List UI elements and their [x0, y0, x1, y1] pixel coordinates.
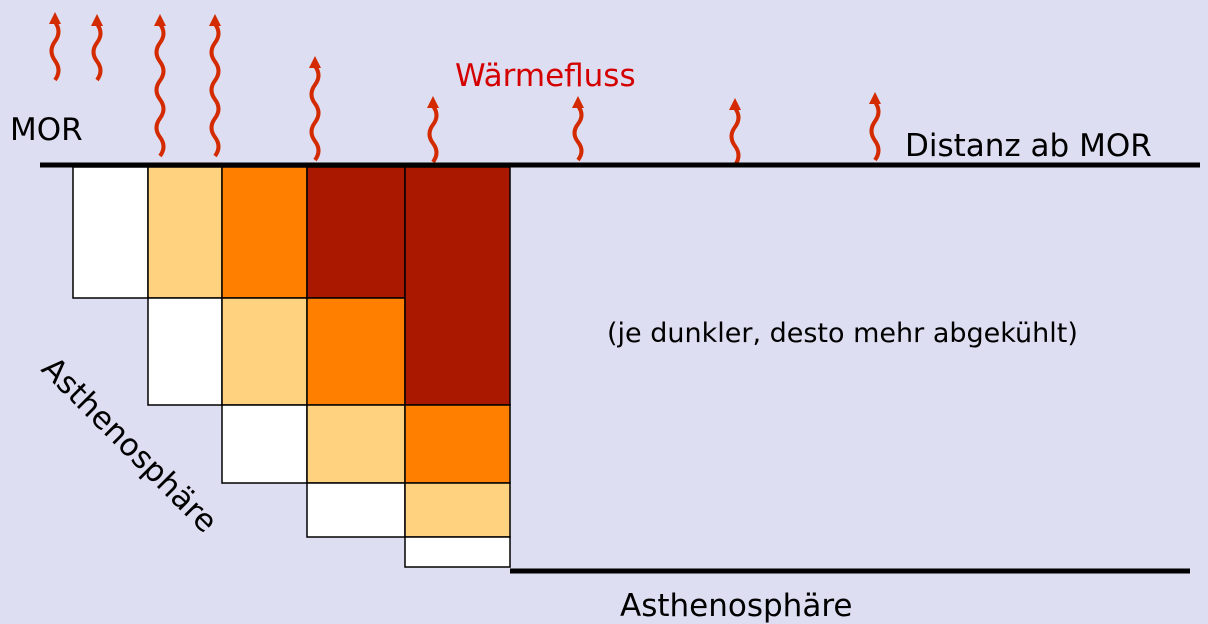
blocks — [72, 166, 511, 568]
block — [221, 404, 308, 484]
arrow-head — [309, 56, 321, 68]
block — [306, 297, 406, 406]
heat-arrow — [729, 106, 741, 167]
note: (je dunkler, desto mehr abgekühlt) — [607, 318, 1078, 349]
block — [306, 482, 406, 538]
block — [221, 166, 308, 299]
heat-arrow — [869, 100, 881, 162]
mor-label: MOR — [10, 112, 83, 148]
heat-arrow — [309, 64, 321, 162]
arrow-head — [572, 96, 584, 108]
arrow-head — [427, 96, 439, 108]
asthenosphere-bottom: Asthenosphäre — [620, 588, 852, 624]
block — [404, 404, 511, 484]
heat-arrow — [91, 22, 103, 82]
arrow-head — [91, 14, 103, 26]
heat-arrow — [572, 104, 584, 162]
block — [404, 536, 511, 568]
distance-label: Distanz ab MOR — [905, 128, 1152, 164]
arrow-head — [209, 14, 221, 26]
arrow-head — [49, 12, 61, 24]
block — [404, 482, 511, 538]
heat-arrow — [49, 20, 61, 82]
block — [306, 166, 406, 299]
arrow-head — [729, 98, 741, 110]
block — [306, 404, 406, 484]
block — [147, 297, 223, 406]
arrow-head — [154, 14, 166, 26]
arrow-head — [869, 92, 881, 104]
heat-arrows — [49, 12, 881, 167]
block — [221, 297, 308, 406]
heat-arrow — [427, 104, 439, 164]
block — [72, 166, 149, 299]
heat-arrow — [154, 22, 166, 158]
heat-flow-label: Wärmefluss — [455, 58, 636, 94]
block — [404, 166, 511, 406]
block — [147, 166, 223, 299]
heat-arrow — [209, 22, 221, 158]
